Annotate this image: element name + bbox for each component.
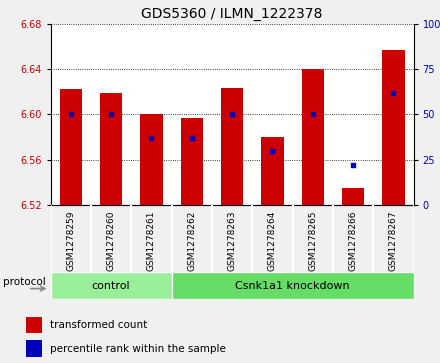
Point <box>229 111 236 117</box>
Point <box>390 90 397 95</box>
Text: GSM1278259: GSM1278259 <box>66 211 75 271</box>
Text: Csnk1a1 knockdown: Csnk1a1 knockdown <box>235 281 350 291</box>
Bar <box>140 114 162 205</box>
Text: GSM1278263: GSM1278263 <box>227 211 237 271</box>
Text: GSM1278260: GSM1278260 <box>106 211 116 271</box>
Bar <box>51 272 172 299</box>
Bar <box>382 50 404 205</box>
Text: protocol: protocol <box>3 277 45 287</box>
Title: GDS5360 / ILMN_1222378: GDS5360 / ILMN_1222378 <box>141 7 323 21</box>
Point <box>349 162 356 168</box>
Bar <box>181 118 203 205</box>
Text: GSM1278261: GSM1278261 <box>147 211 156 271</box>
Point <box>269 148 276 154</box>
Text: GSM1278264: GSM1278264 <box>268 211 277 271</box>
Point <box>67 111 74 117</box>
Point <box>107 111 114 117</box>
Bar <box>342 188 364 205</box>
Bar <box>261 137 283 205</box>
Bar <box>172 272 414 299</box>
Text: GSM1278265: GSM1278265 <box>308 211 317 271</box>
Text: transformed count: transformed count <box>50 321 147 330</box>
Bar <box>60 89 82 205</box>
Bar <box>302 69 324 205</box>
Bar <box>221 88 243 205</box>
Bar <box>26 340 42 357</box>
Text: GSM1278266: GSM1278266 <box>348 211 358 271</box>
Bar <box>100 93 122 205</box>
Text: GSM1278262: GSM1278262 <box>187 211 196 271</box>
Bar <box>26 317 42 333</box>
Text: percentile rank within the sample: percentile rank within the sample <box>50 344 226 354</box>
Text: control: control <box>92 281 130 291</box>
Point <box>188 135 195 141</box>
Text: GSM1278267: GSM1278267 <box>389 211 398 271</box>
Point <box>309 111 316 117</box>
Point <box>148 135 155 141</box>
